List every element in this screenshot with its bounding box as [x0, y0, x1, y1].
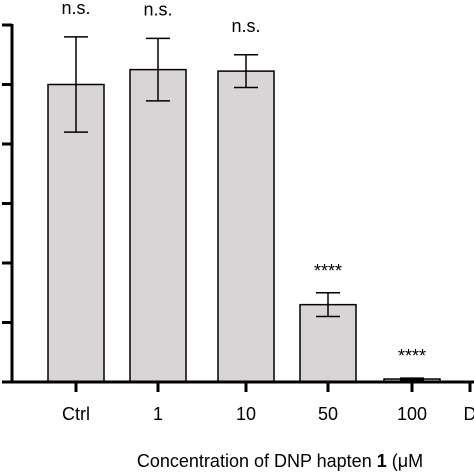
significance-label: **** — [314, 261, 342, 281]
significance-label: n.s. — [143, 0, 172, 19]
x-axis-title-prefix: Concentration of DNP hapten — [137, 451, 377, 471]
x-tick-label: D — [464, 404, 474, 424]
x-tick-label: 100 — [397, 404, 427, 424]
x-tick-label: 1 — [153, 404, 163, 424]
y-axis-ticks — [2, 23, 12, 384]
bar — [217, 70, 275, 383]
x-axis-title-bold: 1 — [377, 451, 387, 471]
x-axis-ticks — [74, 382, 472, 392]
x-tick-label: 10 — [236, 404, 256, 424]
significance-label: **** — [398, 346, 426, 366]
significance-label: n.s. — [61, 0, 90, 18]
x-axis-tick-labels: Ctrl 1 10 50 100 D — [62, 404, 474, 424]
error-bars — [64, 36, 424, 381]
bars — [47, 68, 441, 383]
x-tick-label: Ctrl — [62, 404, 90, 424]
bar — [299, 303, 357, 383]
x-axis-title-suffix: (μM — [387, 451, 423, 471]
bar — [129, 68, 187, 383]
significance-labels: n.s. n.s. n.s. **** **** — [61, 0, 426, 366]
x-axis-title: Concentration of DNP hapten 1 (μM — [137, 451, 423, 471]
significance-label: n.s. — [231, 16, 260, 36]
x-tick-label: 50 — [318, 404, 338, 424]
